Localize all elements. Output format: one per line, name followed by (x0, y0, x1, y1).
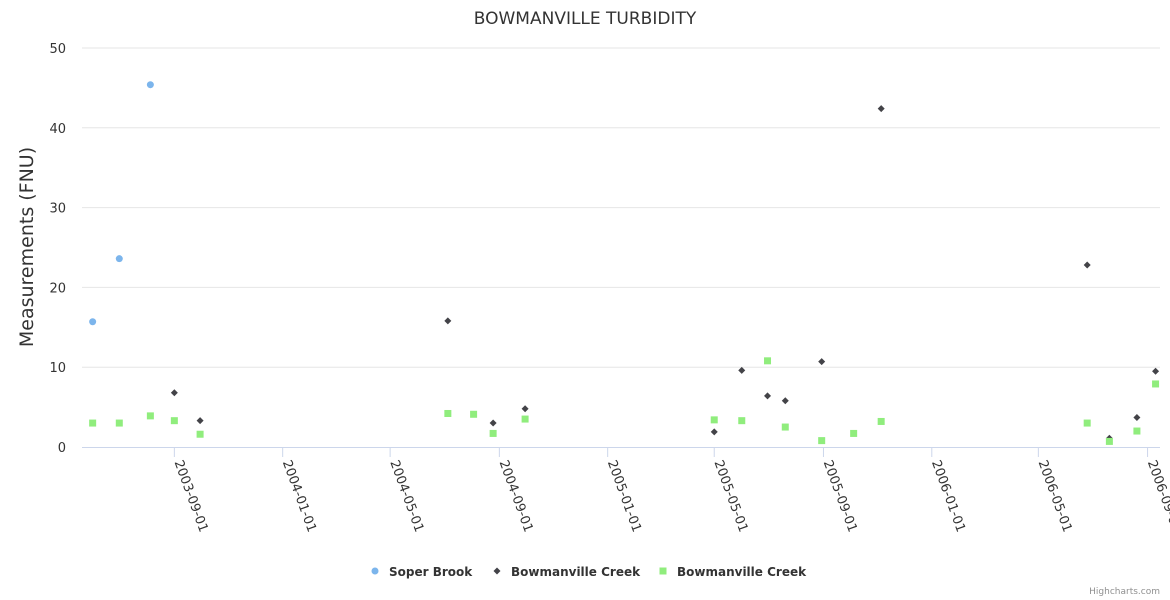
data-point[interactable] (1105, 437, 1113, 445)
data-point[interactable] (1152, 380, 1160, 388)
data-point[interactable] (850, 429, 858, 437)
x-tick-label: 2005-09-01 (820, 458, 860, 534)
data-point[interactable] (710, 428, 718, 436)
data-point[interactable] (115, 255, 123, 263)
legend-item[interactable]: Soper Brook (371, 565, 474, 579)
x-tick-label: 2005-05-01 (710, 458, 750, 534)
data-point[interactable] (781, 397, 789, 405)
y-axis-ticks: 0 10 20 30 40 50 (49, 42, 66, 456)
data-point[interactable] (877, 105, 885, 113)
data-point[interactable] (1083, 419, 1091, 427)
data-point[interactable] (89, 318, 97, 326)
series-2 (89, 357, 1160, 445)
data-point[interactable] (710, 416, 718, 424)
data-point[interactable] (444, 409, 452, 417)
x-tick-label: 2006-09-01 (1144, 458, 1170, 534)
data-point[interactable] (818, 437, 826, 445)
x-tick-label: 2004-05-01 (386, 458, 426, 534)
series-1 (170, 105, 1160, 442)
data-point[interactable] (146, 81, 154, 89)
data-point[interactable] (89, 419, 97, 427)
data-point[interactable] (764, 392, 772, 400)
data-point[interactable] (170, 389, 178, 397)
data-point[interactable] (489, 419, 497, 427)
data-point[interactable] (1133, 427, 1141, 435)
legend-label: Soper Brook (389, 565, 473, 579)
y-tick-label: 30 (49, 202, 66, 217)
x-tick-label: 2005-01-01 (604, 458, 644, 534)
data-point[interactable] (196, 430, 204, 438)
data-point[interactable] (1152, 367, 1160, 375)
legend-marker[interactable] (371, 567, 379, 575)
legend-item[interactable]: Bowmanville Creek (493, 565, 642, 579)
data-point[interactable] (146, 412, 154, 420)
x-tick-label: 2006-01-01 (928, 458, 968, 534)
data-point[interactable] (115, 419, 123, 427)
x-axis: 2003-09-01 2004-01-01 2004-05-01 2004-09-01… (82, 447, 1170, 534)
y-axis-label: Measurements (FNU) (16, 147, 38, 347)
data-point[interactable] (444, 317, 452, 325)
legend: Soper Brook Bowmanville Creek Bowmanville … (371, 565, 808, 579)
x-tick-label: 2004-01-01 (279, 458, 319, 534)
legend-marker[interactable] (493, 567, 501, 575)
data-point[interactable] (738, 417, 746, 425)
y-tick-label: 50 (49, 42, 66, 57)
data-point[interactable] (1133, 413, 1141, 421)
chart-title: BOWMANVILLE TURBIDITY (474, 9, 697, 29)
data-point[interactable] (738, 366, 746, 374)
x-tick-label: 2003-09-01 (171, 458, 211, 534)
data-point[interactable] (170, 417, 178, 425)
y-tick-label: 10 (49, 361, 66, 376)
gridlines (82, 47, 1160, 368)
legend-item[interactable]: Bowmanville Creek (659, 565, 808, 579)
data-point[interactable] (877, 417, 885, 425)
data-point[interactable] (781, 423, 789, 431)
legend-label: Bowmanville Creek (511, 565, 641, 579)
x-tick-label: 2004-09-01 (496, 458, 536, 534)
data-point[interactable] (196, 417, 204, 425)
data-point[interactable] (521, 415, 529, 423)
y-tick-label: 40 (49, 122, 66, 137)
data-point[interactable] (470, 410, 478, 418)
y-tick-label: 0 (58, 441, 66, 456)
series-0 (89, 81, 154, 326)
legend-marker[interactable] (659, 567, 667, 575)
data-point[interactable] (489, 429, 497, 437)
data-point[interactable] (521, 405, 529, 413)
data-points (89, 81, 1160, 445)
credits-link[interactable]: Highcharts.com (1089, 587, 1160, 597)
data-point[interactable] (1083, 261, 1091, 269)
legend-label: Bowmanville Creek (677, 565, 807, 579)
y-tick-label: 20 (49, 281, 66, 296)
data-point[interactable] (818, 358, 826, 366)
data-point[interactable] (764, 357, 772, 365)
x-tick-label: 2006-05-01 (1035, 458, 1075, 534)
